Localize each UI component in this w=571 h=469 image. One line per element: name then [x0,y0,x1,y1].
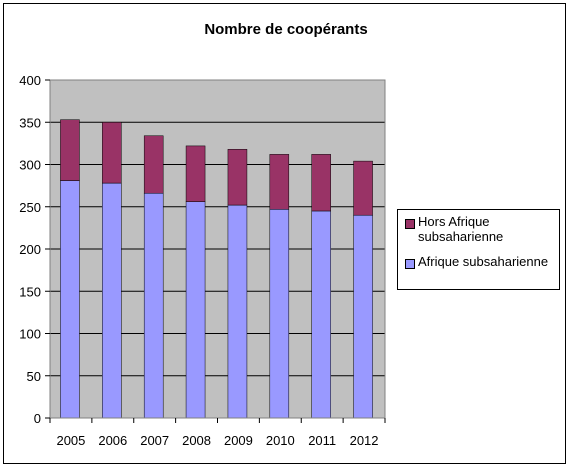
legend-item-afrique: Afrique subsaharienne [398,254,559,272]
y-tick-label: 350 [19,115,41,130]
x-tick-label: 2006 [98,433,127,448]
y-tick-label: 50 [27,369,41,384]
y-tick-label: 400 [19,73,41,88]
bar-segment [311,154,331,212]
bar-segment [227,204,248,419]
y-axis-ticks: 0 50 100 150 200 250 300 350 400 [19,73,50,426]
y-tick-label: 200 [19,242,41,257]
bar-segment [227,149,248,206]
legend: Hors Afrique subsaharienne Afrique subsa… [397,209,560,290]
legend-label-afrique: Afrique subsaharienne [418,254,549,269]
bar-segment [269,209,290,419]
legend-swatch-afrique [405,259,415,269]
legend-item-hors-afrique: Hors Afrique subsaharienne [398,214,559,248]
x-axis-ticks: 2005 2006 2007 2008 2009 2010 2011 2012 [49,418,386,448]
bar-segment [102,122,122,184]
x-tick-label: 2012 [350,433,379,448]
bar-segment [143,192,164,419]
x-tick-label: 2008 [182,433,211,448]
bar-segment [311,210,331,419]
bar-segment [353,160,373,216]
legend-swatch-hors-afrique [405,219,415,229]
bar-segment [353,214,373,419]
y-tick-label: 100 [19,327,41,342]
bar-segment [269,154,290,210]
bar-segment [60,180,80,419]
x-tick-label: 2005 [56,433,85,448]
legend-label-hors-afrique: Hors Afrique subsaharienne [418,214,504,244]
bar-segment [185,201,206,419]
bar-segment [102,182,122,419]
bars [60,119,373,419]
y-tick-label: 250 [19,200,41,215]
x-tick-label: 2011 [308,433,336,448]
bar-segment [185,145,206,202]
x-tick-label: 2007 [140,433,169,448]
y-tick-label: 300 [19,158,41,173]
chart-title: Nombre de coopérants [204,21,367,38]
bar-segment [143,135,164,194]
x-tick-label: 2010 [266,433,295,448]
x-tick-label: 2009 [224,433,253,448]
bar-segment [60,119,80,181]
y-tick-label: 150 [19,284,41,299]
y-tick-label: 0 [34,411,41,426]
